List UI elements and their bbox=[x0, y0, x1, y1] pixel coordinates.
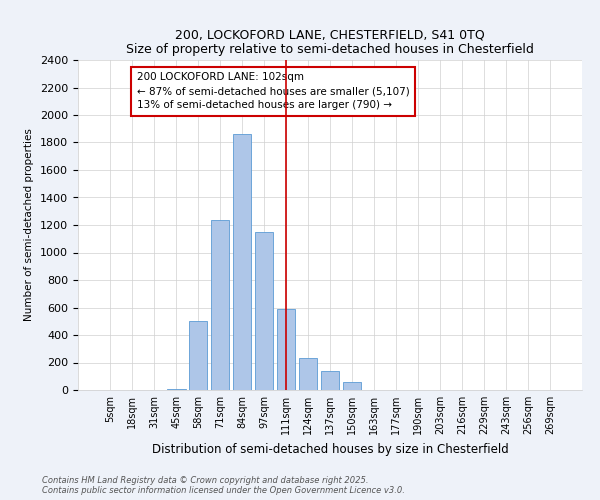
Bar bbox=[255, 232, 274, 390]
Title: 200, LOCKOFORD LANE, CHESTERFIELD, S41 0TQ
Size of property relative to semi-det: 200, LOCKOFORD LANE, CHESTERFIELD, S41 0… bbox=[126, 28, 534, 56]
Y-axis label: Number of semi-detached properties: Number of semi-detached properties bbox=[25, 128, 34, 322]
Bar bbox=[299, 358, 317, 390]
Bar bbox=[211, 220, 229, 390]
Bar bbox=[233, 134, 251, 390]
Text: 200 LOCKOFORD LANE: 102sqm
← 87% of semi-detached houses are smaller (5,107)
13%: 200 LOCKOFORD LANE: 102sqm ← 87% of semi… bbox=[137, 72, 409, 110]
Text: Contains HM Land Registry data © Crown copyright and database right 2025.
Contai: Contains HM Land Registry data © Crown c… bbox=[42, 476, 405, 495]
Bar bbox=[189, 322, 208, 390]
Bar bbox=[320, 372, 340, 390]
Bar bbox=[277, 309, 295, 390]
X-axis label: Distribution of semi-detached houses by size in Chesterfield: Distribution of semi-detached houses by … bbox=[152, 442, 508, 456]
Bar bbox=[343, 382, 361, 390]
